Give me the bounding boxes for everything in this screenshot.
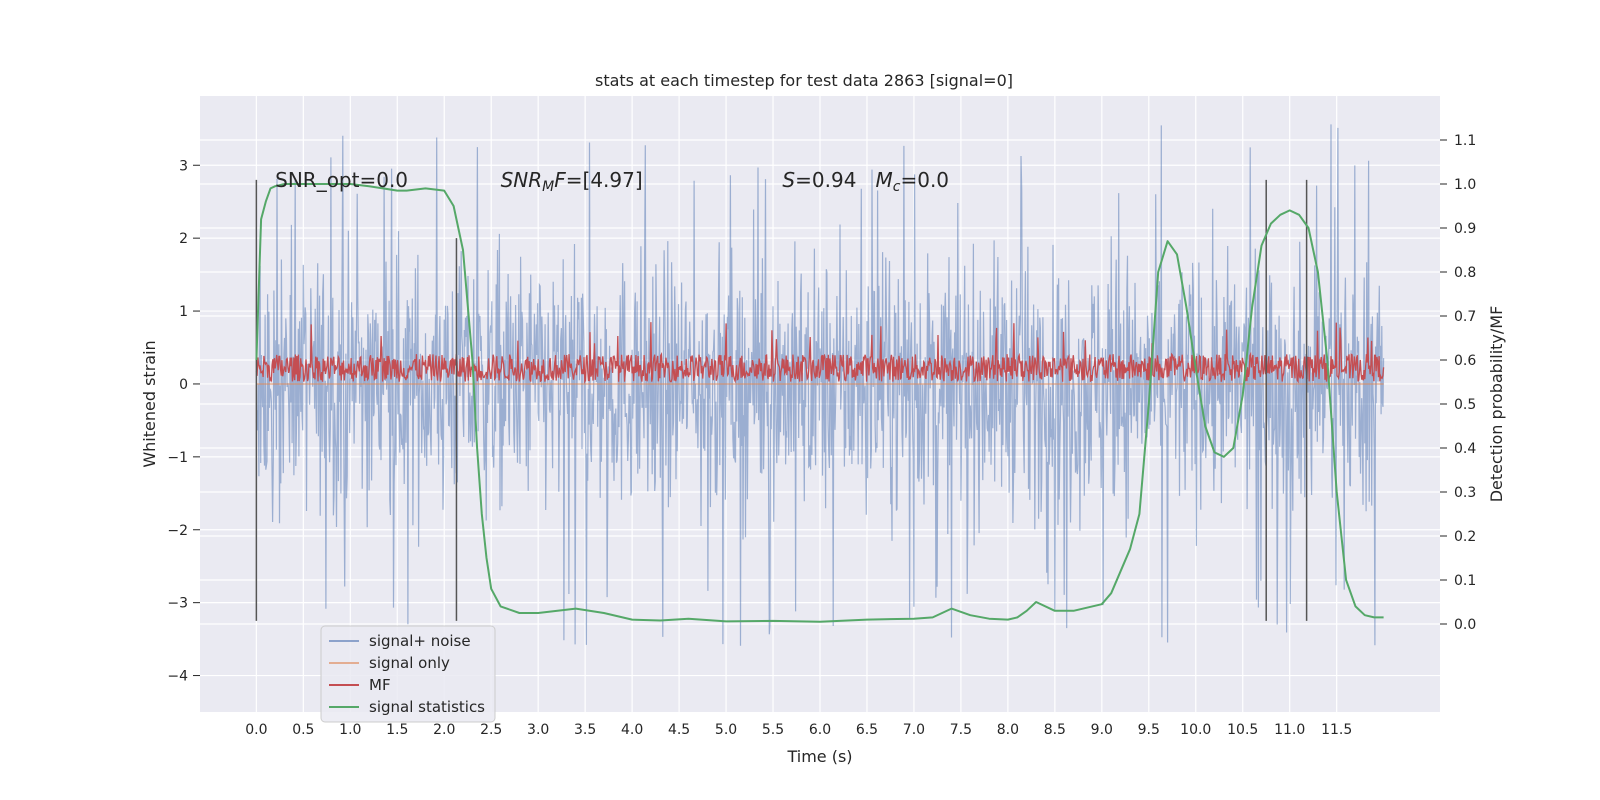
x-tick-label-10: 5.0 — [715, 722, 737, 738]
y2-tick-label-6: 0.5 — [1454, 397, 1476, 413]
y-tick-label-6: −3 — [167, 596, 188, 612]
y2-tick-label-3: 0.8 — [1454, 265, 1476, 281]
x-tick-label-19: 9.5 — [1138, 722, 1160, 738]
x-tick-label-4: 2.0 — [433, 722, 455, 738]
series-signal-statistics — [255, 183, 1384, 623]
x-tick-label-12: 6.0 — [809, 722, 831, 738]
x-tick-label-2: 1.0 — [339, 722, 361, 738]
y2-tick-label-7: 0.4 — [1454, 441, 1476, 457]
y2-tick-label-1: 1.0 — [1454, 177, 1476, 193]
legend: signal+ noise signal only MF signal statist… — [320, 625, 496, 723]
y-tick-label-5: −2 — [167, 523, 188, 539]
y2-tick-label-2: 0.9 — [1454, 221, 1476, 237]
y-ticks: 3 2 1 0 −1 −2 −3 −4 — [167, 158, 200, 685]
x-tick-label-13: 6.5 — [856, 722, 878, 738]
y2-tick-label-11: 0.0 — [1454, 617, 1476, 633]
x-tick-label-22: 11.0 — [1274, 722, 1305, 738]
y2-tick-label-10: 0.1 — [1454, 573, 1476, 589]
x-tick-label-15: 7.5 — [950, 722, 972, 738]
x-tick-label-5: 2.5 — [480, 722, 502, 738]
y-tick-label-7: −4 — [167, 669, 188, 685]
x-tick-label-0: 0.0 — [245, 722, 267, 738]
legend-label-2: MF — [369, 676, 391, 694]
x-tick-label-11: 5.5 — [762, 722, 784, 738]
y-tick-label-0: 3 — [179, 158, 188, 174]
legend-label-1: signal only — [369, 654, 450, 672]
legend-box — [320, 625, 496, 723]
y-tick-label-4: −1 — [167, 450, 188, 466]
y-tick-label-3: 0 — [179, 377, 188, 393]
x-tick-label-18: 9.0 — [1091, 722, 1113, 738]
x-tick-label-9: 4.5 — [668, 722, 690, 738]
x-ticks: 0.0 0.5 1.0 1.5 2.0 2.5 3.0 3.5 4.0 4.5 5.0 5.5 6.0 6… — [245, 722, 1352, 738]
y-axis-label: Whitened strain — [140, 340, 159, 467]
y2-tick-label-4: 0.7 — [1454, 309, 1476, 325]
y2-ticks: 1.1 1.0 0.9 0.8 0.7 0.6 0.5 0.4 0.3 0.2 0.1 0.0 — [1440, 133, 1476, 633]
signal-noise-line — [255, 124, 1385, 646]
annotation-snr-opt: SNR_opt=0.0 — [275, 168, 408, 192]
annotations: SNR_opt=0.0 SNRMF=[4.97] S=0.94 Mc=0.0 — [275, 168, 949, 195]
x-tick-label-6: 3.0 — [527, 722, 549, 738]
annotation-s-mc: S=0.94 Mc=0.0 — [782, 168, 949, 195]
chart-title: stats at each timestep for test data 286… — [595, 71, 1013, 90]
x-tick-label-1: 0.5 — [292, 722, 314, 738]
x-tick-label-3: 1.5 — [386, 722, 408, 738]
y2-tick-label-0: 1.1 — [1454, 133, 1476, 149]
x-tick-label-16: 8.0 — [997, 722, 1019, 738]
y2-tick-label-9: 0.2 — [1454, 529, 1476, 545]
vertical-markers — [255, 179, 1308, 621]
y-tick-label-1: 2 — [179, 231, 188, 247]
annotation-snr-mf: SNRMF=[4.97] — [501, 168, 643, 195]
y-tick-label-2: 1 — [179, 304, 188, 320]
x-tick-label-8: 4.0 — [621, 722, 643, 738]
signal-statistics-line — [255, 183, 1384, 623]
y2-axis-label: Detection probability/MF — [1487, 306, 1506, 503]
legend-label-0: signal+ noise — [369, 632, 471, 650]
x-tick-label-17: 8.5 — [1044, 722, 1066, 738]
y2-tick-label-8: 0.3 — [1454, 485, 1476, 501]
series-signal-noise — [255, 124, 1385, 646]
x-axis-label: Time (s) — [786, 747, 852, 766]
x-tick-label-21: 10.5 — [1227, 722, 1258, 738]
y2-tick-label-5: 0.6 — [1454, 353, 1476, 369]
x-tick-label-14: 7.0 — [903, 722, 925, 738]
x-tick-label-20: 10.0 — [1180, 722, 1211, 738]
legend-label-3: signal statistics — [369, 698, 485, 716]
x-tick-label-7: 3.5 — [574, 722, 596, 738]
x-tick-label-23: 11.5 — [1321, 722, 1352, 738]
